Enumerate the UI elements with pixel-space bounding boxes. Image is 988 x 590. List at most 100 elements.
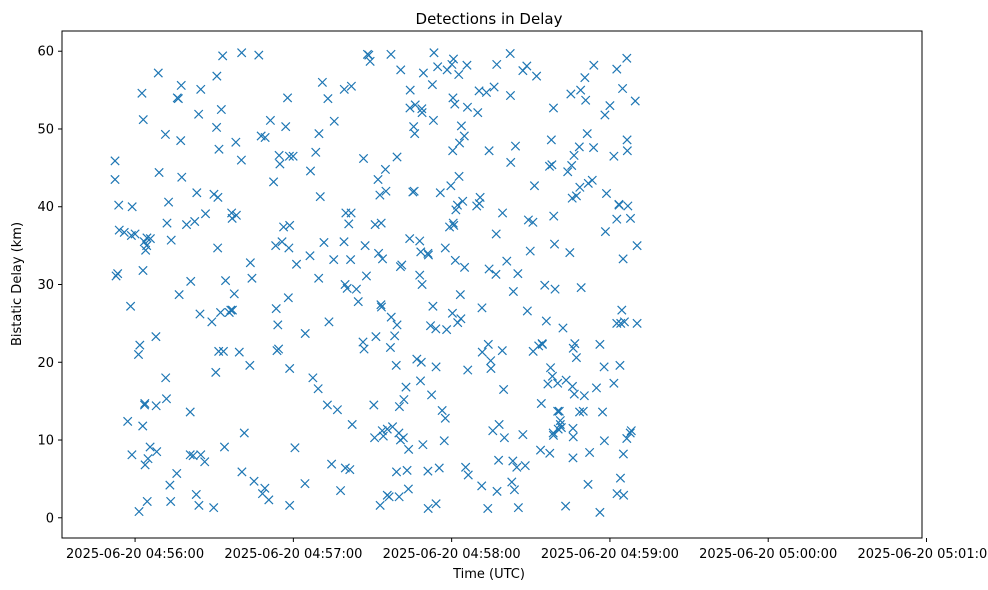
data-point	[481, 87, 492, 98]
data-point	[417, 108, 427, 118]
data-point	[617, 305, 627, 315]
data-point	[523, 215, 534, 225]
data-point	[245, 360, 255, 370]
data-point	[591, 383, 602, 393]
data-point	[417, 279, 427, 290]
data-point	[384, 492, 394, 502]
data-point	[609, 151, 619, 161]
data-point	[547, 160, 557, 170]
data-point	[555, 419, 565, 430]
data-point	[600, 226, 611, 237]
x-tick-label: 2025-06-20 05:01:00	[857, 547, 988, 562]
data-point	[454, 138, 465, 148]
data-point	[254, 50, 264, 60]
data-point	[416, 357, 426, 367]
data-point	[216, 104, 226, 115]
data-point	[597, 407, 608, 417]
data-point	[569, 150, 579, 161]
data-point	[281, 122, 291, 132]
data-point	[345, 464, 355, 475]
data-point	[553, 378, 563, 388]
data-point	[194, 109, 204, 119]
data-point	[477, 481, 487, 491]
data-point	[300, 328, 310, 339]
data-point	[410, 100, 420, 110]
data-point	[595, 339, 605, 350]
data-point	[245, 258, 255, 268]
data-point	[396, 65, 406, 75]
data-point	[589, 60, 599, 70]
data-point	[537, 339, 548, 350]
data-point	[522, 306, 532, 316]
data-point	[271, 240, 281, 251]
data-point	[311, 147, 321, 157]
data-point	[612, 318, 622, 329]
data-point	[463, 365, 473, 375]
data-point	[483, 339, 493, 350]
data-point	[522, 61, 532, 71]
data-point	[314, 273, 324, 283]
data-point	[249, 476, 259, 486]
data-point	[632, 318, 642, 329]
data-point	[622, 146, 632, 156]
data-point	[285, 220, 295, 231]
data-point	[548, 430, 559, 440]
y-tick-label: 20	[37, 356, 54, 371]
data-point	[582, 129, 592, 139]
data-point	[423, 250, 434, 260]
data-point	[565, 247, 575, 258]
data-point	[428, 115, 439, 126]
data-point	[609, 378, 619, 388]
data-point	[498, 384, 509, 395]
data-point	[450, 99, 460, 109]
data-point	[513, 503, 524, 513]
data-point	[518, 429, 528, 440]
data-point	[264, 495, 274, 505]
data-markers	[110, 48, 642, 517]
data-point	[317, 77, 327, 87]
data-point	[507, 477, 517, 487]
data-point	[153, 68, 163, 78]
data-point	[305, 251, 315, 261]
data-point	[398, 433, 408, 443]
data-point	[404, 444, 414, 454]
data-point	[630, 96, 640, 106]
data-point	[512, 462, 522, 472]
data-point	[508, 286, 518, 297]
data-point	[110, 156, 120, 166]
data-point	[290, 443, 300, 453]
data-point	[626, 426, 636, 436]
data-point	[615, 360, 625, 370]
data-point	[172, 468, 182, 479]
data-point	[127, 450, 137, 460]
data-point	[605, 101, 615, 111]
data-point	[456, 314, 466, 324]
data-point	[359, 344, 369, 354]
data-point	[547, 371, 558, 381]
data-point	[483, 503, 493, 514]
y-tick-label: 30	[37, 278, 54, 293]
data-point	[625, 428, 635, 438]
data-point	[345, 254, 356, 265]
data-point	[376, 300, 386, 310]
data-point	[415, 236, 425, 246]
data-point	[454, 69, 464, 80]
data-point	[361, 271, 372, 281]
data-point	[378, 431, 388, 441]
data-point	[220, 275, 231, 286]
data-point	[548, 428, 558, 438]
data-point	[236, 155, 247, 165]
data-point	[140, 460, 150, 470]
data-point	[386, 312, 396, 322]
data-point	[553, 424, 563, 434]
data-point	[260, 483, 270, 493]
data-point	[329, 254, 339, 265]
data-point	[308, 373, 318, 383]
data-point	[568, 453, 578, 463]
data-point	[435, 188, 445, 198]
data-point	[560, 501, 571, 511]
data-point	[447, 308, 458, 318]
data-point	[207, 317, 217, 327]
data-point	[151, 331, 161, 342]
data-point	[113, 268, 123, 279]
